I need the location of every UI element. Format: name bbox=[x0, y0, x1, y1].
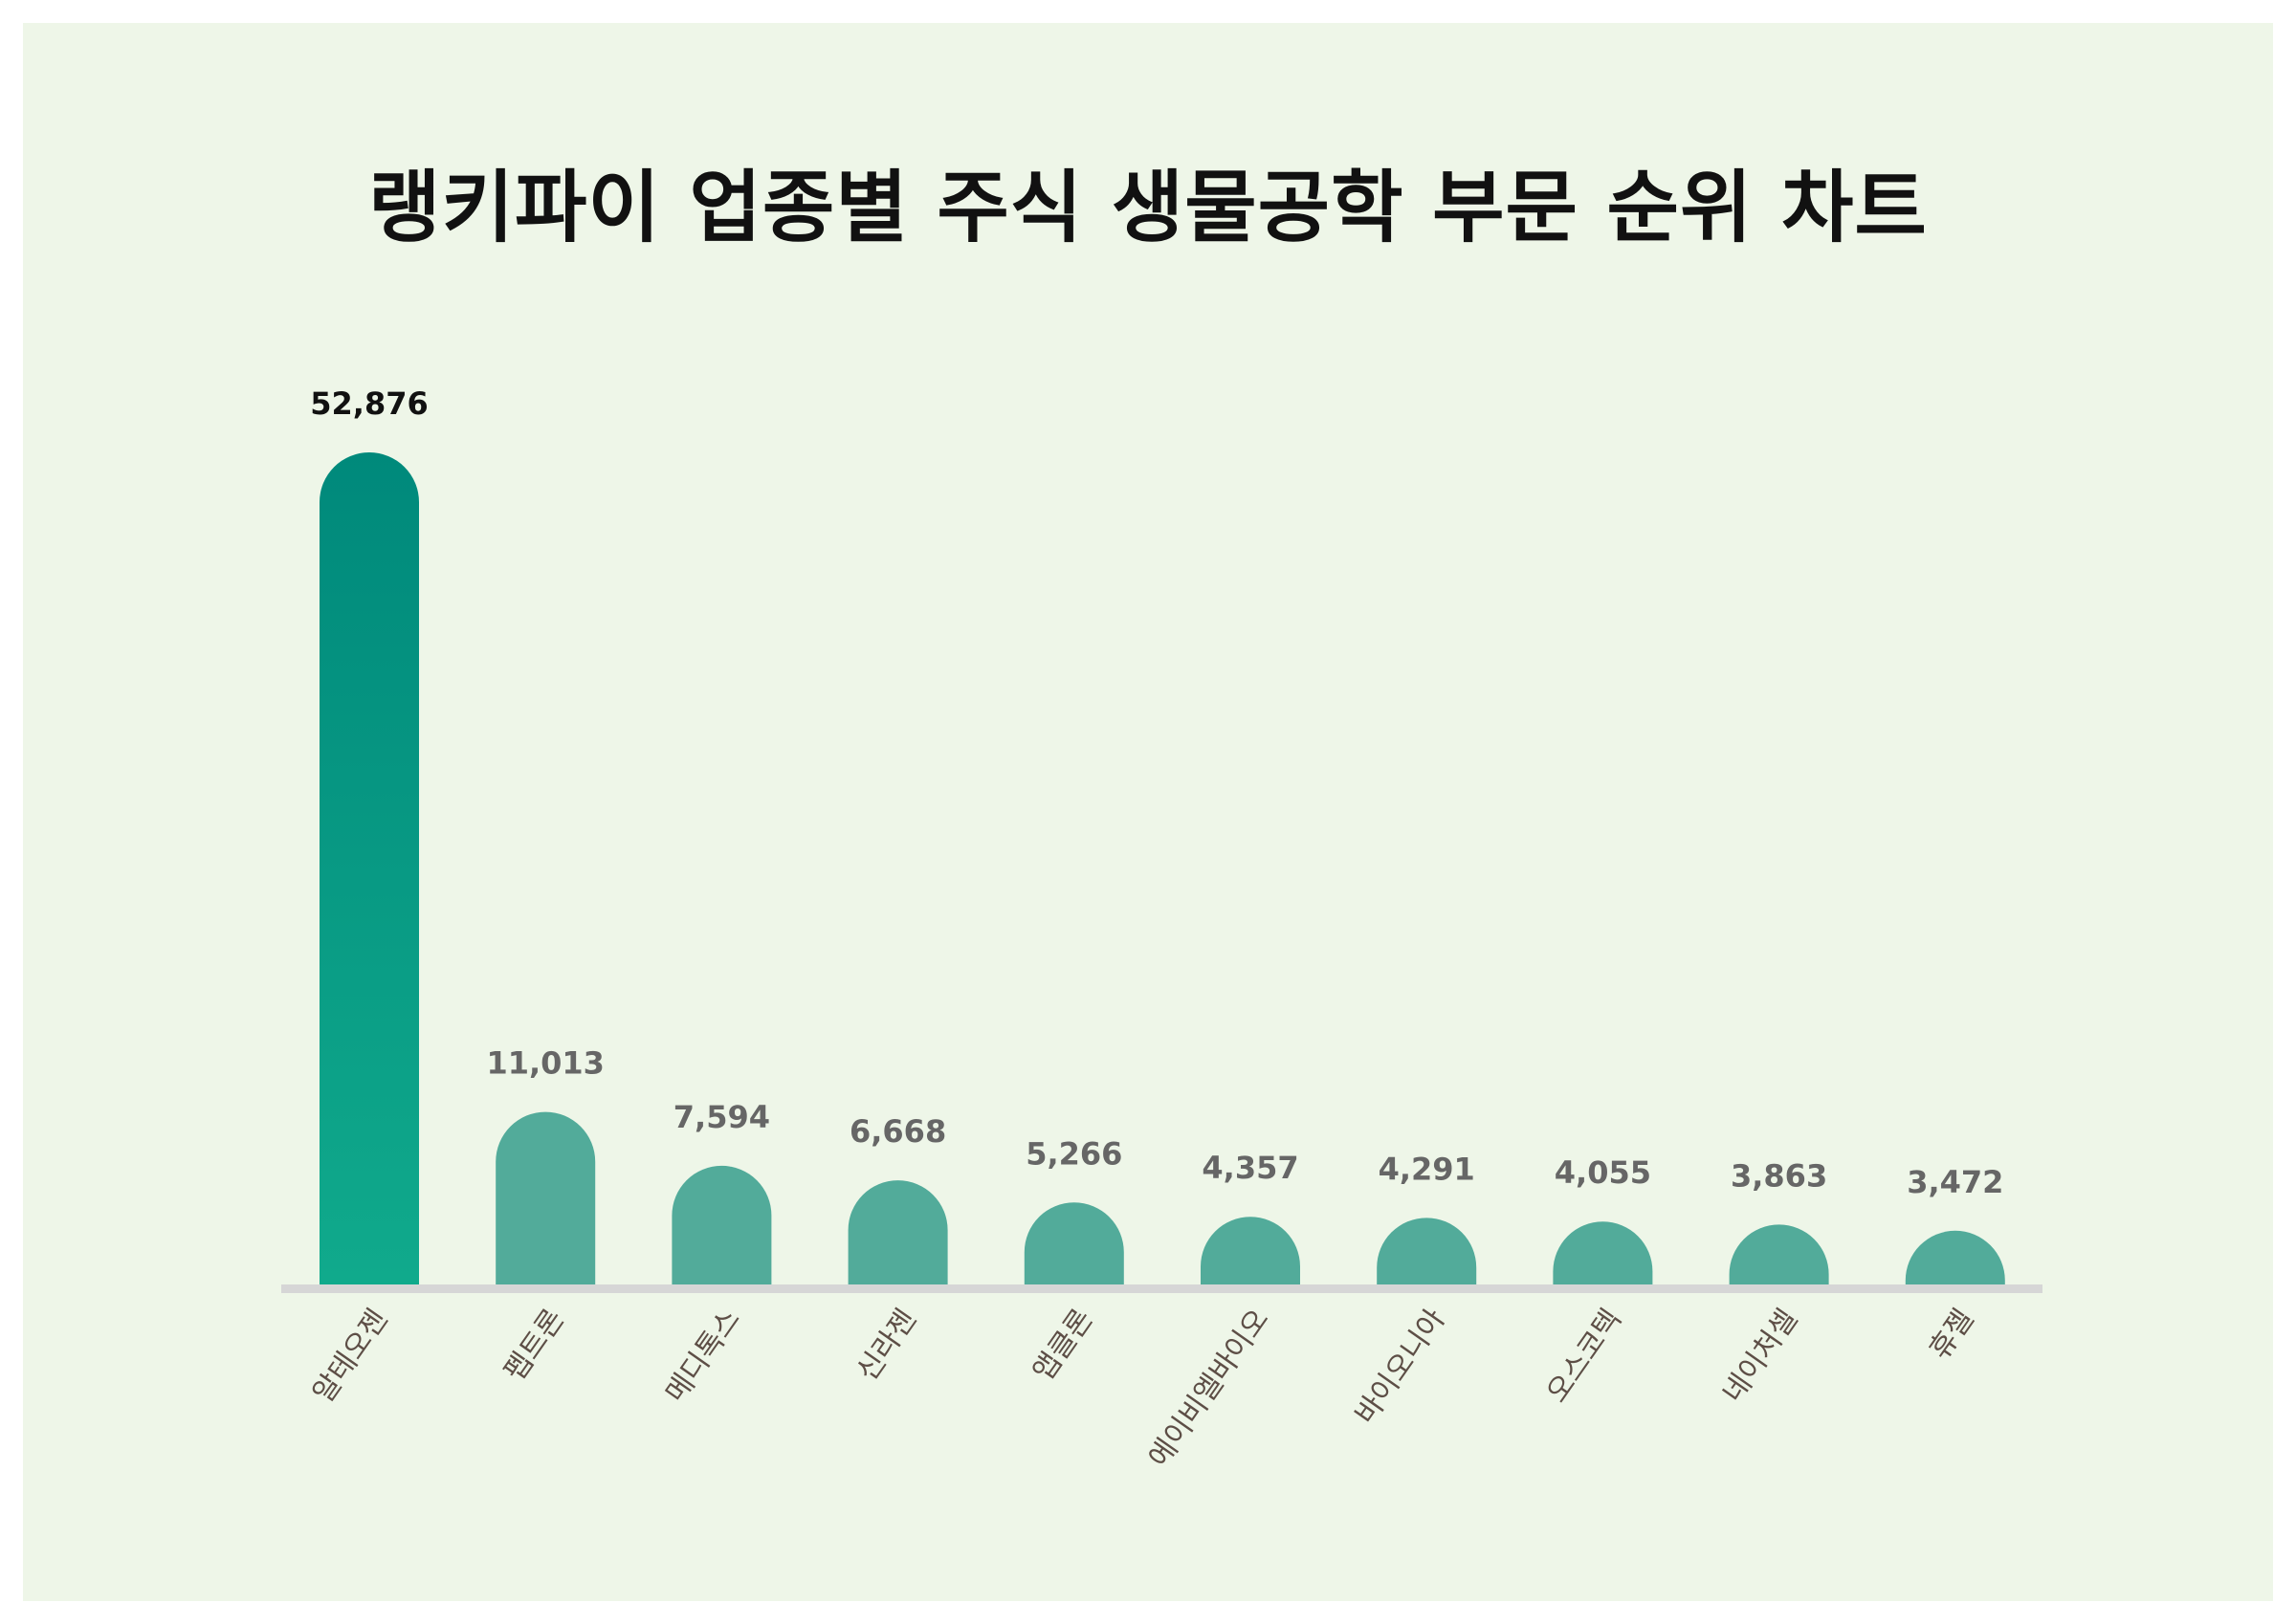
value-label: 3,472 bbox=[1907, 1164, 2003, 1200]
bar-7 bbox=[1377, 1218, 1477, 1285]
value-label: 4,357 bbox=[1202, 1150, 1298, 1186]
category-label: 펩트론 bbox=[498, 1304, 571, 1388]
category-label: 신라젠 bbox=[850, 1304, 923, 1388]
category-label: 에이비엘바이오 bbox=[1142, 1304, 1275, 1474]
value-label: 52,876 bbox=[310, 385, 428, 422]
x-axis-line bbox=[281, 1284, 2042, 1293]
bar-6 bbox=[1201, 1217, 1300, 1285]
value-label: 11,013 bbox=[486, 1045, 604, 1082]
category-label: 네이처셀 bbox=[1716, 1304, 1804, 1410]
category-label: 알테오젠 bbox=[307, 1304, 395, 1410]
category-label: 앱클론 bbox=[1027, 1304, 1099, 1388]
category-label: 메디톡스 bbox=[659, 1304, 747, 1410]
bar-3 bbox=[672, 1165, 772, 1285]
bar-1 bbox=[320, 452, 419, 1285]
value-label: 6,668 bbox=[850, 1113, 946, 1150]
category-label: 바이오니아 bbox=[1349, 1304, 1452, 1431]
value-label: 4,291 bbox=[1379, 1151, 1475, 1187]
bar-4 bbox=[848, 1180, 948, 1285]
chart-title: 랭키파이 업종별 주식 생물공학 부문 순위 차트 bbox=[368, 163, 1928, 253]
value-label: 4,055 bbox=[1555, 1154, 1651, 1191]
bar-8 bbox=[1553, 1221, 1653, 1285]
bar-10 bbox=[1905, 1230, 2005, 1285]
bar-2 bbox=[496, 1111, 596, 1285]
value-label: 7,594 bbox=[673, 1099, 770, 1135]
category-label: 오스코텍 bbox=[1540, 1304, 1628, 1410]
value-label: 5,266 bbox=[1026, 1135, 1122, 1172]
bar-9 bbox=[1729, 1224, 1829, 1285]
bar-5 bbox=[1024, 1202, 1124, 1285]
value-label: 3,863 bbox=[1731, 1157, 1827, 1194]
category-label: 휴젤 bbox=[1923, 1304, 1980, 1366]
